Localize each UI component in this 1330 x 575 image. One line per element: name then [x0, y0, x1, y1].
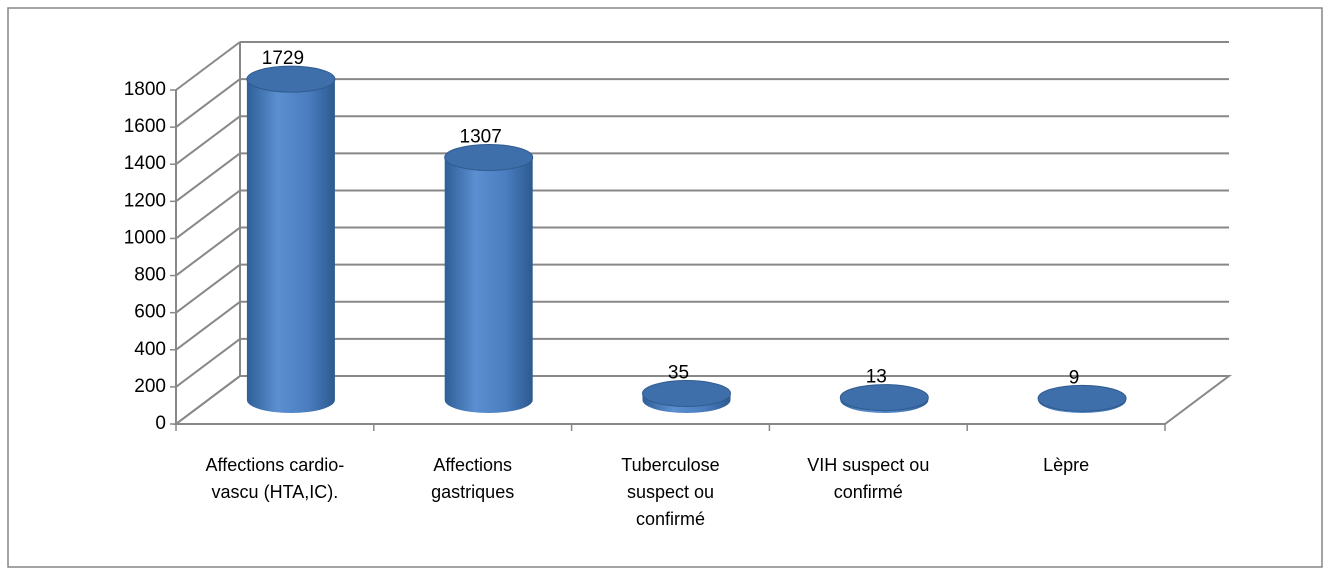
- grid-line: [175, 78, 241, 128]
- y-tick-label: 1400: [124, 153, 166, 174]
- bar-top: [246, 65, 336, 93]
- grid-line: [175, 115, 241, 166]
- grid-line: [175, 300, 241, 351]
- bar-top: [444, 143, 534, 171]
- x-tick-label: Affections cardio- vascu (HTA,IC).: [205, 455, 345, 502]
- bar-top: [1037, 384, 1127, 412]
- y-tick-label: 0: [155, 413, 166, 434]
- grid-line: [175, 226, 241, 277]
- bar: [444, 143, 534, 413]
- grid-line: [175, 41, 241, 91]
- grid-line: [175, 189, 241, 240]
- grid-line: [175, 338, 241, 388]
- y-tick-label: 400: [134, 339, 166, 360]
- data-label: 1307: [460, 126, 502, 147]
- y-tick-label: 200: [134, 376, 166, 397]
- bar: [642, 380, 731, 413]
- grid-line: [175, 375, 241, 425]
- y-tick-label: 1600: [124, 116, 166, 137]
- y-tick-label: 1200: [124, 190, 166, 211]
- y-tick-label: 1000: [124, 227, 166, 248]
- bar: [839, 384, 929, 413]
- x-tick-label: Affections gastriques: [431, 455, 515, 502]
- data-label: 1729: [262, 48, 304, 69]
- bar-body: [444, 157, 533, 413]
- data-label: 35: [668, 363, 689, 384]
- data-label: 9: [1069, 367, 1080, 388]
- y-tick-label: 600: [134, 302, 166, 323]
- x-tick-label: Lèpre: [1043, 455, 1090, 475]
- bar-body: [246, 79, 335, 414]
- bar: [1037, 384, 1127, 413]
- y-tick-label: 800: [134, 265, 166, 286]
- x-tick-label: VIH suspect ou confirmé: [807, 455, 930, 502]
- x-tick-label: Tuberculose suspect ou confirmé: [621, 455, 720, 529]
- grid-line: [175, 152, 241, 203]
- y-tick-label: 1800: [124, 79, 166, 100]
- bar: [246, 65, 336, 414]
- bar-top: [642, 380, 731, 408]
- chart-border: [7, 7, 1323, 568]
- grid-line: [175, 263, 241, 314]
- bar-top: [839, 384, 929, 412]
- data-label: 13: [866, 367, 887, 388]
